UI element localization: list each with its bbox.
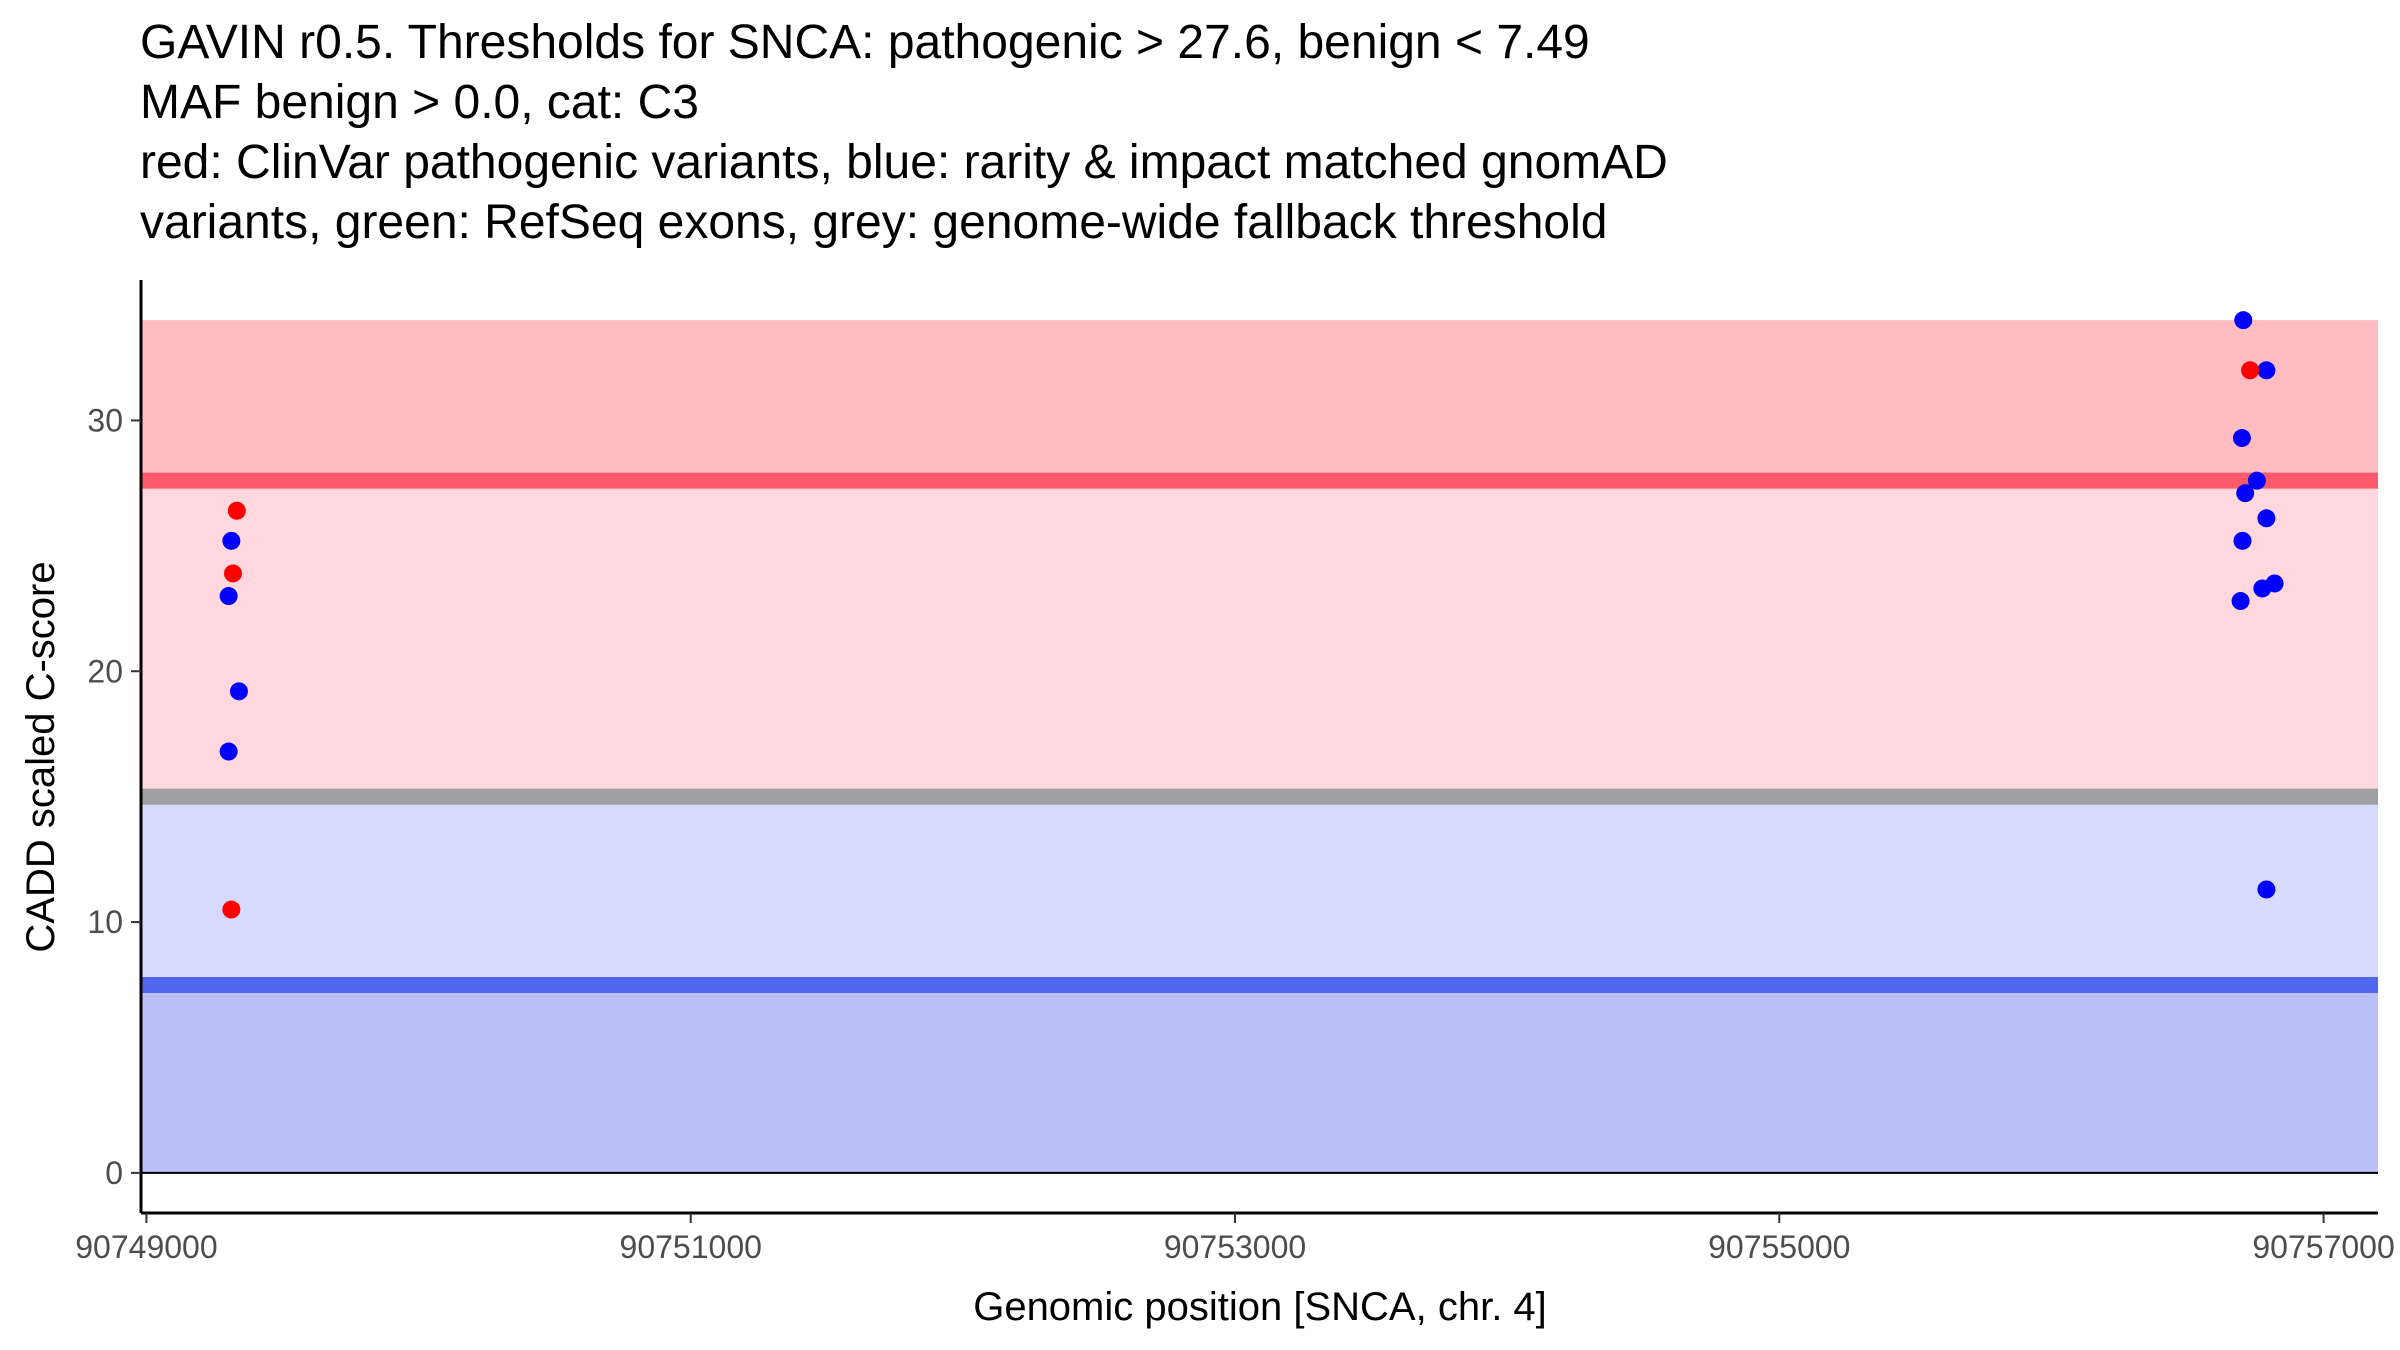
fallback-threshold-line xyxy=(141,788,2378,805)
title-line-2: MAF benign > 0.0, cat: C3 xyxy=(140,76,699,129)
uncertain-lower-region xyxy=(141,796,2378,986)
x-axis-title: Genomic position [SNCA, chr. 4] xyxy=(973,1285,1547,1329)
benign-region xyxy=(141,985,2378,1173)
x-tick-label: 90755000 xyxy=(1708,1229,1850,1265)
title-line-4: variants, green: RefSeq exons, grey: gen… xyxy=(140,196,1607,249)
clinvar-point xyxy=(227,501,246,520)
gnomad-point xyxy=(2233,531,2252,550)
y-tick-label: 30 xyxy=(87,402,123,438)
gnomad-point xyxy=(219,587,238,606)
threshold-bands xyxy=(141,320,2378,1173)
gnomad-point xyxy=(2257,361,2276,380)
title-line-1: GAVIN r0.5. Thresholds for SNCA: pathoge… xyxy=(140,16,1590,69)
clinvar-point xyxy=(222,900,241,919)
threshold-lines xyxy=(141,472,2378,1174)
title-line-3: red: ClinVar pathogenic variants, blue: … xyxy=(140,136,1668,189)
gnomad-point xyxy=(2234,311,2253,330)
y-axis-title: CADD scaled C-score xyxy=(19,561,63,952)
gnomad-point xyxy=(229,682,248,701)
gnomad-point xyxy=(2231,592,2250,611)
x-tick-label: 90749000 xyxy=(75,1229,217,1265)
y-tick-label: 10 xyxy=(87,904,123,940)
gnomad-point xyxy=(219,742,238,761)
y-tick-label: 20 xyxy=(87,653,123,689)
gnomad-point xyxy=(2253,579,2272,598)
gnomad-point xyxy=(2257,509,2276,528)
x-tick-label: 90751000 xyxy=(620,1229,762,1265)
uncertain-upper-region xyxy=(141,480,2378,797)
x-tick-label: 90757000 xyxy=(2252,1229,2394,1265)
pathogenic-threshold-line xyxy=(141,472,2378,489)
chart-title: GAVIN r0.5. Thresholds for SNCA: pathoge… xyxy=(140,16,1668,249)
gnomad-point xyxy=(2247,471,2266,490)
x-tick-label: 90753000 xyxy=(1164,1229,1306,1265)
clinvar-point xyxy=(2241,361,2260,380)
gnomad-point xyxy=(2236,484,2255,503)
benign-threshold-line xyxy=(141,977,2378,994)
gnomad-point xyxy=(2232,429,2251,448)
gnomad-point xyxy=(2257,880,2276,899)
y-tick-label: 0 xyxy=(105,1155,123,1191)
clinvar-point xyxy=(223,564,242,583)
pathogenic-region xyxy=(141,320,2378,481)
data-points xyxy=(219,311,2284,919)
axes: 0 10 20 30 90749000 90751000 90753000 90755000 9… xyxy=(75,280,2395,1265)
gnomad-point xyxy=(222,531,241,550)
